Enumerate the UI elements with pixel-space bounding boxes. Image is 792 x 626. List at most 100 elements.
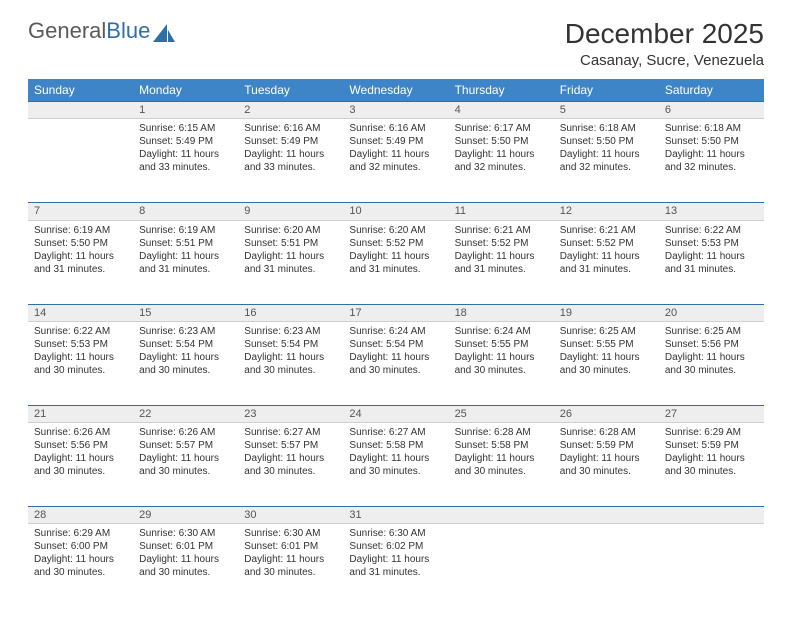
sunrise-text: Sunrise: 6:28 AM xyxy=(560,426,653,439)
day1-text: Daylight: 11 hours xyxy=(349,553,442,566)
day1-text: Daylight: 11 hours xyxy=(349,452,442,465)
day-number-cell xyxy=(449,507,554,524)
title-block: December 2025 Casanay, Sucre, Venezuela xyxy=(565,18,764,69)
day2-text: and 31 minutes. xyxy=(349,566,442,579)
day2-text: and 30 minutes. xyxy=(665,364,758,377)
sunrise-text: Sunrise: 6:15 AM xyxy=(139,122,232,135)
day2-text: and 30 minutes. xyxy=(139,364,232,377)
day1-text: Daylight: 11 hours xyxy=(244,250,337,263)
day-content-cell: Sunrise: 6:27 AMSunset: 5:57 PMDaylight:… xyxy=(238,423,343,507)
sunset-text: Sunset: 5:50 PM xyxy=(560,135,653,148)
day1-text: Daylight: 11 hours xyxy=(34,250,127,263)
logo: GeneralBlue xyxy=(28,18,175,44)
sunset-text: Sunset: 5:52 PM xyxy=(349,237,442,250)
sunset-text: Sunset: 5:50 PM xyxy=(665,135,758,148)
day-number-cell: 23 xyxy=(238,405,343,422)
sunrise-text: Sunrise: 6:16 AM xyxy=(244,122,337,135)
sunset-text: Sunset: 5:54 PM xyxy=(244,338,337,351)
day-content-cell xyxy=(659,524,764,608)
day2-text: and 30 minutes. xyxy=(455,465,548,478)
day1-text: Daylight: 11 hours xyxy=(244,351,337,364)
day-number-cell: 2 xyxy=(238,102,343,119)
day1-text: Daylight: 11 hours xyxy=(665,351,758,364)
day-content-cell: Sunrise: 6:28 AMSunset: 5:58 PMDaylight:… xyxy=(449,423,554,507)
day-content-cell: Sunrise: 6:30 AMSunset: 6:01 PMDaylight:… xyxy=(238,524,343,608)
sunrise-text: Sunrise: 6:18 AM xyxy=(665,122,758,135)
sunrise-text: Sunrise: 6:27 AM xyxy=(349,426,442,439)
sunrise-text: Sunrise: 6:23 AM xyxy=(139,325,232,338)
day1-text: Daylight: 11 hours xyxy=(34,351,127,364)
day-number-cell: 16 xyxy=(238,304,343,321)
day-number-cell: 12 xyxy=(554,203,659,220)
page-container: GeneralBlue December 2025 Casanay, Sucre… xyxy=(0,0,792,626)
day2-text: and 30 minutes. xyxy=(349,465,442,478)
day-content-cell: Sunrise: 6:18 AMSunset: 5:50 PMDaylight:… xyxy=(554,119,659,203)
day2-text: and 31 minutes. xyxy=(560,263,653,276)
weekday-header: Sunday xyxy=(28,79,133,102)
day-number-cell: 14 xyxy=(28,304,133,321)
day-content-cell: Sunrise: 6:21 AMSunset: 5:52 PMDaylight:… xyxy=(449,220,554,304)
day-content-cell: Sunrise: 6:24 AMSunset: 5:54 PMDaylight:… xyxy=(343,321,448,405)
day2-text: and 31 minutes. xyxy=(349,263,442,276)
day-number-cell: 26 xyxy=(554,405,659,422)
day-number-cell: 18 xyxy=(449,304,554,321)
sunset-text: Sunset: 6:01 PM xyxy=(139,540,232,553)
sunrise-text: Sunrise: 6:18 AM xyxy=(560,122,653,135)
sunset-text: Sunset: 5:51 PM xyxy=(244,237,337,250)
day-number-cell: 5 xyxy=(554,102,659,119)
day-content-row: Sunrise: 6:29 AMSunset: 6:00 PMDaylight:… xyxy=(28,524,764,608)
day2-text: and 30 minutes. xyxy=(139,566,232,579)
sunset-text: Sunset: 5:59 PM xyxy=(665,439,758,452)
day-content-row: Sunrise: 6:15 AMSunset: 5:49 PMDaylight:… xyxy=(28,119,764,203)
day1-text: Daylight: 11 hours xyxy=(34,553,127,566)
day-content-cell: Sunrise: 6:25 AMSunset: 5:56 PMDaylight:… xyxy=(659,321,764,405)
day2-text: and 33 minutes. xyxy=(139,161,232,174)
sunset-text: Sunset: 5:59 PM xyxy=(560,439,653,452)
day-number-row: 78910111213 xyxy=(28,203,764,220)
sunset-text: Sunset: 5:57 PM xyxy=(244,439,337,452)
weekday-header: Monday xyxy=(133,79,238,102)
day-number-cell: 4 xyxy=(449,102,554,119)
sunset-text: Sunset: 5:50 PM xyxy=(455,135,548,148)
day2-text: and 31 minutes. xyxy=(139,263,232,276)
day2-text: and 30 minutes. xyxy=(244,566,337,579)
day1-text: Daylight: 11 hours xyxy=(244,553,337,566)
calendar-body: 123456Sunrise: 6:15 AMSunset: 5:49 PMDay… xyxy=(28,102,764,608)
sunrise-text: Sunrise: 6:21 AM xyxy=(560,224,653,237)
day-content-cell xyxy=(449,524,554,608)
day2-text: and 30 minutes. xyxy=(244,465,337,478)
day-content-cell: Sunrise: 6:23 AMSunset: 5:54 PMDaylight:… xyxy=(238,321,343,405)
sunset-text: Sunset: 5:52 PM xyxy=(455,237,548,250)
day-content-cell: Sunrise: 6:29 AMSunset: 5:59 PMDaylight:… xyxy=(659,423,764,507)
day-content-cell: Sunrise: 6:20 AMSunset: 5:51 PMDaylight:… xyxy=(238,220,343,304)
sunset-text: Sunset: 5:58 PM xyxy=(349,439,442,452)
day-number-cell: 10 xyxy=(343,203,448,220)
day-content-cell: Sunrise: 6:20 AMSunset: 5:52 PMDaylight:… xyxy=(343,220,448,304)
day-content-cell: Sunrise: 6:28 AMSunset: 5:59 PMDaylight:… xyxy=(554,423,659,507)
day-number-cell: 29 xyxy=(133,507,238,524)
day1-text: Daylight: 11 hours xyxy=(34,452,127,465)
day1-text: Daylight: 11 hours xyxy=(560,148,653,161)
sunset-text: Sunset: 5:55 PM xyxy=(455,338,548,351)
day-number-cell: 6 xyxy=(659,102,764,119)
day1-text: Daylight: 11 hours xyxy=(139,553,232,566)
day-number-row: 14151617181920 xyxy=(28,304,764,321)
sunset-text: Sunset: 6:02 PM xyxy=(349,540,442,553)
day1-text: Daylight: 11 hours xyxy=(349,250,442,263)
day-number-cell: 11 xyxy=(449,203,554,220)
day-content-cell: Sunrise: 6:26 AMSunset: 5:56 PMDaylight:… xyxy=(28,423,133,507)
day-number-cell: 7 xyxy=(28,203,133,220)
day2-text: and 33 minutes. xyxy=(244,161,337,174)
day2-text: and 30 minutes. xyxy=(665,465,758,478)
sunset-text: Sunset: 5:56 PM xyxy=(665,338,758,351)
day1-text: Daylight: 11 hours xyxy=(139,148,232,161)
sunset-text: Sunset: 5:50 PM xyxy=(34,237,127,250)
sunrise-text: Sunrise: 6:30 AM xyxy=(349,527,442,540)
day-number-cell: 3 xyxy=(343,102,448,119)
day-content-cell: Sunrise: 6:23 AMSunset: 5:54 PMDaylight:… xyxy=(133,321,238,405)
day1-text: Daylight: 11 hours xyxy=(455,250,548,263)
day-number-cell: 20 xyxy=(659,304,764,321)
sunrise-text: Sunrise: 6:30 AM xyxy=(139,527,232,540)
day1-text: Daylight: 11 hours xyxy=(560,452,653,465)
day-number-row: 123456 xyxy=(28,102,764,119)
